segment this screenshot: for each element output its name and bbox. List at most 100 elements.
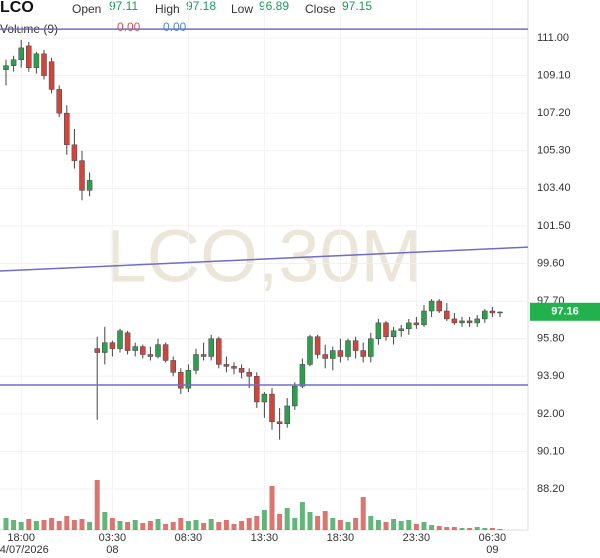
volume-bar bbox=[451, 527, 457, 530]
volume-bar bbox=[474, 527, 480, 530]
candle-body bbox=[193, 354, 199, 371]
candle-body bbox=[64, 112, 70, 146]
candle-body bbox=[79, 160, 85, 191]
candle-body bbox=[497, 311, 503, 314]
candle-body bbox=[238, 368, 245, 373]
candle-body bbox=[117, 330, 123, 349]
volume-bar bbox=[467, 528, 473, 530]
volume-bar bbox=[56, 521, 62, 530]
volume-bar bbox=[459, 528, 465, 530]
volume-ma-value: 0.00 bbox=[163, 20, 187, 34]
volume-bar bbox=[345, 522, 351, 530]
volume-bar bbox=[163, 524, 169, 530]
low-value: 96.89 bbox=[259, 0, 289, 13]
candle-body bbox=[360, 350, 366, 357]
volume-bar bbox=[125, 522, 131, 530]
candle-body bbox=[314, 336, 321, 355]
candle-body bbox=[345, 340, 351, 357]
volume-bar bbox=[170, 522, 176, 530]
volume-bar bbox=[360, 497, 366, 530]
candle-body bbox=[383, 322, 389, 337]
x-date-label: 09 bbox=[486, 544, 498, 556]
candle-body bbox=[284, 405, 290, 425]
candle-body bbox=[162, 344, 169, 361]
candle-body bbox=[352, 340, 359, 351]
candle-body bbox=[482, 310, 488, 320]
y-tick-label: 103.40 bbox=[537, 182, 571, 194]
volume-bar bbox=[337, 520, 343, 530]
symbol: LCO bbox=[0, 0, 34, 16]
volume-bar bbox=[421, 522, 427, 530]
candle-body bbox=[216, 338, 222, 365]
candle-body bbox=[428, 300, 435, 312]
y-tick-label: 90.10 bbox=[537, 445, 565, 457]
candle-body bbox=[56, 89, 62, 114]
volume-bar bbox=[87, 522, 93, 530]
volume-bar bbox=[26, 519, 32, 530]
volume-bar bbox=[497, 529, 503, 530]
volume-bar bbox=[239, 521, 245, 530]
candle-body bbox=[109, 342, 116, 349]
volume-bar bbox=[391, 519, 397, 530]
volume-bar bbox=[489, 528, 495, 530]
x-tick-label: 18:00 bbox=[7, 532, 35, 544]
volume-value: 0.00 bbox=[117, 20, 141, 34]
candle-body bbox=[436, 300, 442, 312]
candle-body bbox=[307, 336, 313, 365]
volume-bar bbox=[79, 519, 85, 530]
volume-bar bbox=[429, 525, 435, 530]
candle-body bbox=[406, 322, 412, 330]
volume-bar bbox=[147, 521, 153, 530]
volume-bar bbox=[117, 521, 123, 530]
volume-bar bbox=[261, 510, 267, 530]
y-tick-label: 105.30 bbox=[537, 145, 571, 157]
volume-bar bbox=[33, 521, 39, 530]
volume-bar bbox=[109, 518, 115, 530]
open-value: 97.11 bbox=[109, 0, 138, 13]
volume-bar bbox=[223, 520, 229, 530]
volume-bar bbox=[292, 518, 298, 530]
candle-body bbox=[102, 342, 108, 353]
x-tick-label: 13:30 bbox=[251, 532, 279, 544]
volume-bar bbox=[64, 516, 70, 530]
volume-bar bbox=[277, 514, 283, 530]
volume-bar bbox=[3, 518, 9, 530]
volume-bar bbox=[246, 518, 252, 530]
volume-bar bbox=[140, 523, 146, 530]
candle-body bbox=[223, 364, 230, 367]
candle-body bbox=[231, 366, 237, 369]
candle-body bbox=[292, 385, 298, 407]
x-tick-label: 03:30 bbox=[99, 532, 127, 544]
candle-body bbox=[444, 310, 450, 320]
volume-bar bbox=[71, 520, 77, 530]
candle-body bbox=[246, 372, 252, 377]
candle-body bbox=[451, 318, 458, 324]
volume-bar bbox=[398, 521, 404, 530]
candle-body bbox=[474, 318, 480, 324]
volume-bar bbox=[482, 528, 488, 530]
volume-bar bbox=[406, 520, 412, 530]
candle-body bbox=[33, 53, 40, 68]
volume-bar bbox=[155, 519, 161, 530]
candle-body bbox=[26, 45, 32, 68]
volume-bar bbox=[193, 520, 199, 530]
candle-body bbox=[208, 338, 214, 357]
candle-body bbox=[337, 350, 344, 357]
volume-bar bbox=[11, 520, 17, 530]
y-tick-label: 101.50 bbox=[537, 220, 571, 232]
volume-bar bbox=[368, 516, 374, 530]
volume-bar bbox=[284, 508, 290, 530]
candle-body bbox=[276, 421, 283, 425]
candle-body bbox=[390, 330, 397, 337]
high-value: 97.18 bbox=[186, 0, 216, 13]
candle-body bbox=[254, 376, 260, 403]
volume-bar bbox=[208, 519, 214, 530]
volume-bar bbox=[375, 520, 381, 530]
candle-body bbox=[18, 47, 24, 60]
candle-body bbox=[86, 180, 93, 191]
trend-line bbox=[0, 246, 529, 272]
candle-body bbox=[200, 354, 207, 357]
volume-bar bbox=[330, 518, 336, 530]
x-tick-label: 08:30 bbox=[175, 532, 203, 544]
candle-body bbox=[185, 370, 192, 389]
